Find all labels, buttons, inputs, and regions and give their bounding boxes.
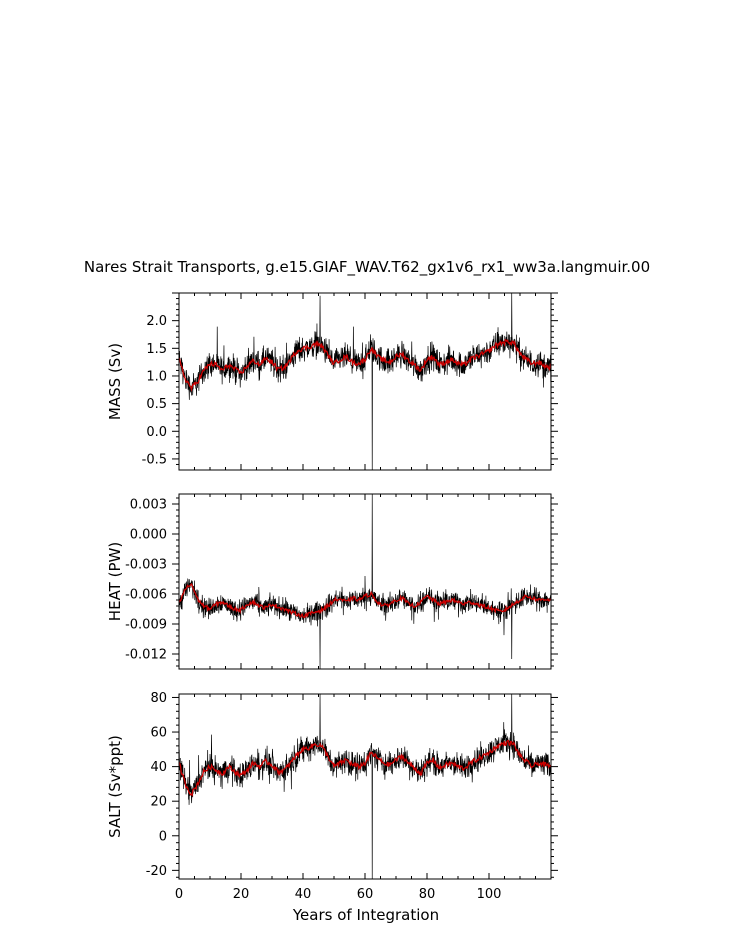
salt-xtick-label: 40	[295, 887, 312, 902]
mass-ytick-label: 1.5	[146, 342, 167, 357]
salt-xtick-label: 60	[357, 887, 374, 902]
mass-raw-series	[179, 293, 551, 470]
heat-ytick-label: 0.003	[130, 498, 167, 513]
heat-ytick-label: -0.009	[125, 618, 167, 633]
mass-ylabel: MASS (Sv)	[106, 343, 124, 420]
salt-ytick-label: 20	[150, 795, 167, 810]
mass-ytick-label: -0.5	[142, 452, 167, 467]
heat-raw-series	[179, 494, 551, 669]
salt-raw-series	[179, 694, 551, 879]
salt-xtick-label: 20	[233, 887, 250, 902]
salt-ytick-label: 80	[150, 691, 167, 706]
x-axis-label: Years of Integration	[292, 906, 439, 924]
mass-smoothed-series	[179, 338, 551, 392]
heat-ytick-label: -0.006	[125, 588, 167, 603]
salt-ytick-label: -20	[146, 864, 167, 879]
salt-xtick-label: 100	[477, 887, 502, 902]
mass-ytick-label: 1.0	[146, 369, 167, 384]
salt-panel: 80 60 40 20 0 -20 SALT (Sv*ppt) 0 20 40 60 80 100	[106, 691, 558, 902]
figure-title: Nares Strait Transports, g.e15.GIAF_WAV.…	[84, 258, 650, 277]
heat-ytick-label: -0.012	[125, 648, 167, 663]
mass-ytick-label: 2.0	[146, 314, 167, 329]
salt-xtick-label: 80	[419, 887, 436, 902]
mass-ytick-label: 0.0	[146, 425, 167, 440]
heat-smoothed-series	[179, 582, 551, 619]
mass-ytick-label: 0.5	[146, 397, 167, 412]
heat-ytick-label: -0.003	[125, 558, 167, 573]
salt-xtick-label: 0	[175, 887, 183, 902]
salt-ylabel: SALT (Sv*ppt)	[106, 735, 124, 838]
heat-ytick-label: 0.000	[130, 528, 167, 543]
salt-ytick-label: 60	[150, 726, 167, 741]
salt-smoothed-series	[179, 739, 551, 797]
salt-ytick-label: 0	[159, 829, 167, 844]
salt-ytick-label: 40	[150, 760, 167, 775]
heat-panel: 0.003 0.000 -0.003 -0.006 -0.009 -0.012 HEAT (…	[106, 493, 558, 670]
mass-frame	[178, 292, 552, 471]
salt-frame	[178, 693, 552, 880]
mass-panel: -0.5 0.0 0.5 1.0 1.5 2.0 MASS (Sv)	[106, 292, 558, 471]
heat-ylabel: HEAT (PW)	[106, 542, 124, 621]
